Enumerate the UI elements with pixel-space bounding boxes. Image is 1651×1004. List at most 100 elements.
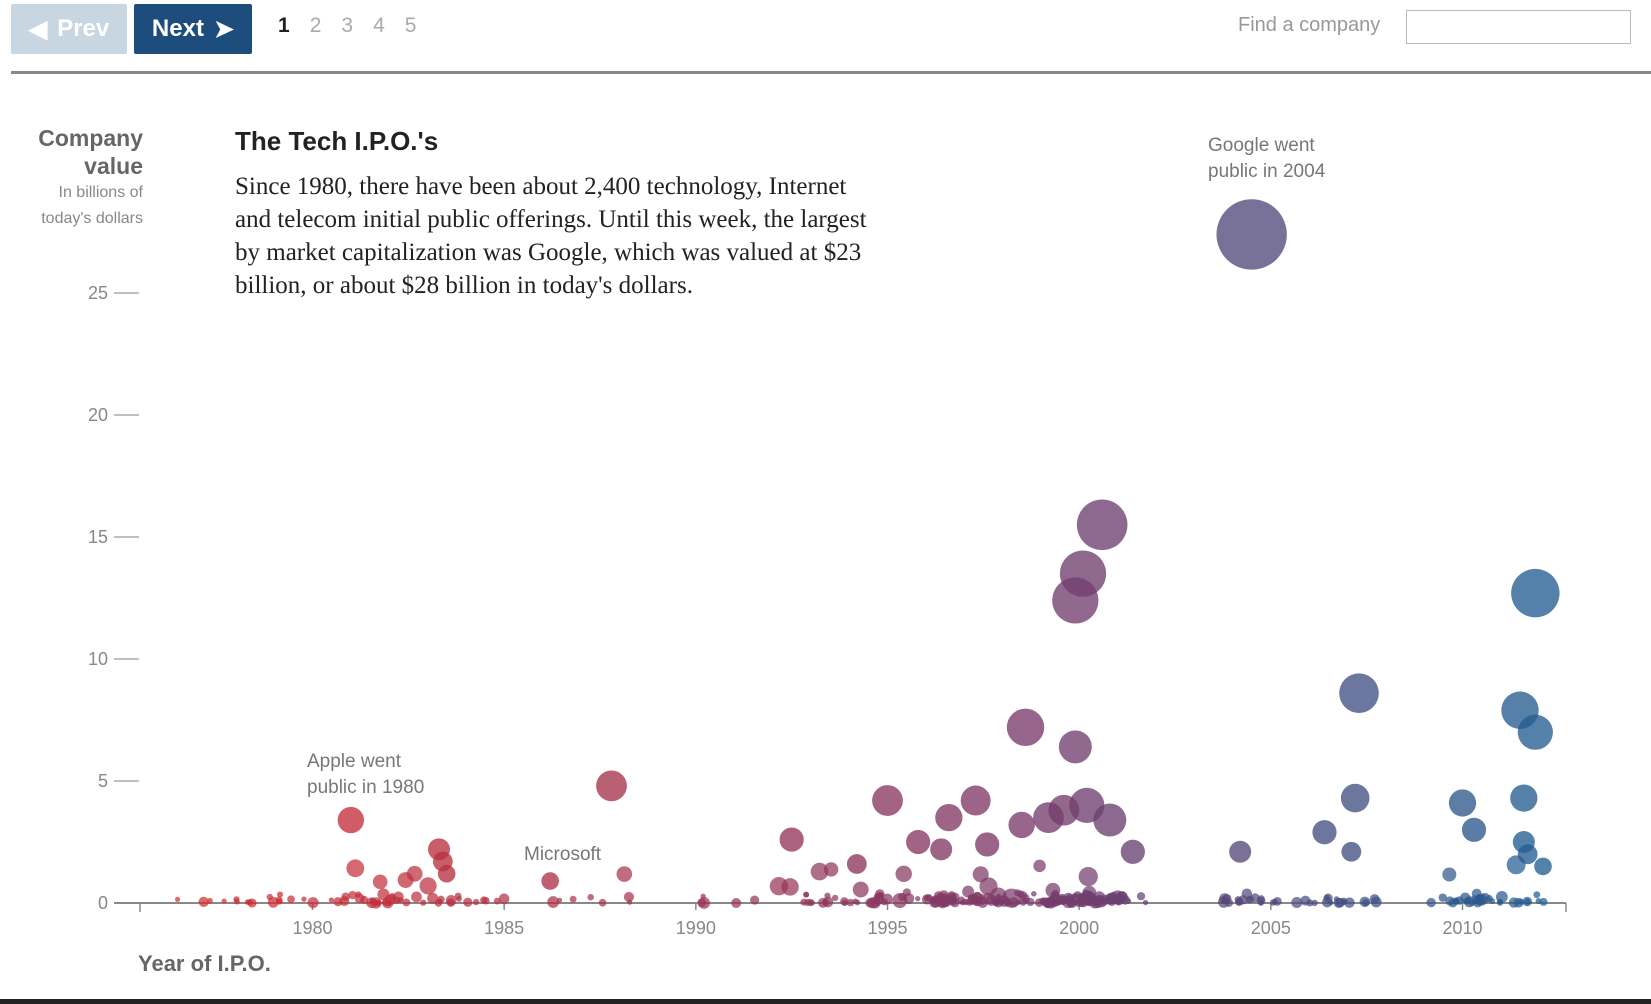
ipo-dot-small: [1016, 899, 1022, 905]
x-tick-label: 2005: [1251, 918, 1291, 938]
ipo-dot-small: [1321, 897, 1333, 908]
ipo-dot-small: [221, 898, 227, 904]
ipo-dot[interactable]: [1517, 714, 1553, 750]
ipo-dot-small: [1033, 859, 1046, 873]
ipo-dot-small: [301, 896, 307, 902]
ipo-dot[interactable]: [1340, 783, 1370, 813]
ipo-dot-small: [493, 897, 501, 905]
ipo-dot-small: [1039, 897, 1046, 905]
ipo-dot[interactable]: [1093, 803, 1127, 837]
y-axis-ticks: 0 5 10 15 20 25: [88, 283, 139, 913]
y-axis-subtitle-line2: today's dollars: [41, 210, 143, 227]
ipo-dot[interactable]: [541, 872, 559, 890]
ipo-dot-small: [967, 894, 974, 900]
find-company-input[interactable]: [1406, 10, 1631, 44]
ipo-dot-small: [852, 898, 859, 905]
x-axis: 1980 1985 1990 1995 2000 2005 2010: [114, 902, 1567, 938]
ipo-dot-small: [246, 899, 253, 906]
ipo-dot-small: [1136, 892, 1146, 901]
ipo-dot[interactable]: [1339, 673, 1379, 713]
ipo-dot-small: [198, 896, 209, 908]
ipo-dot-small: [1031, 891, 1037, 897]
ipo-dot-small: [1047, 896, 1056, 905]
ipo-dot[interactable]: [1048, 794, 1080, 826]
prev-button[interactable]: ◀ Prev: [11, 4, 127, 54]
ipo-dot[interactable]: [1058, 730, 1092, 764]
ipo-dot[interactable]: [935, 803, 963, 832]
top-toolbar: ◀ Prev Next ➤ 1 2 3 4 5 Find a company: [0, 0, 1651, 74]
ipo-dot-small: [1479, 892, 1491, 904]
ipo-dot[interactable]: [872, 785, 903, 816]
ipo-dot-small: [372, 874, 388, 890]
ipo-dot-small: [998, 895, 1010, 907]
ipo-dot-small: [1489, 898, 1496, 905]
ipo-dot[interactable]: [1052, 577, 1099, 624]
ipo-dot[interactable]: [906, 829, 931, 855]
ipo-dot[interactable]: [1216, 199, 1287, 270]
page-link-5[interactable]: 5: [404, 14, 417, 37]
page-link-3[interactable]: 3: [341, 14, 354, 37]
ipo-dot[interactable]: [1461, 817, 1487, 842]
ipo-dot-small: [1445, 896, 1455, 906]
ipo-dot-small: [700, 893, 706, 899]
ipo-dot-small: [831, 894, 839, 902]
ipo-dot[interactable]: [437, 864, 456, 883]
ipo-dot-small: [569, 895, 577, 903]
ipo-dot-small: [411, 891, 422, 903]
ipo-dot-small: [1078, 866, 1098, 887]
ipo-dot[interactable]: [596, 770, 627, 802]
ipo-dot[interactable]: [1511, 568, 1560, 618]
ipo-dot-small: [979, 898, 986, 905]
page-link-1[interactable]: 1: [278, 14, 290, 37]
ipo-dot-small: [1472, 897, 1483, 908]
ipo-dot-small: [1115, 900, 1122, 906]
next-button[interactable]: Next ➤: [134, 4, 252, 54]
page-link-4[interactable]: 4: [373, 14, 385, 37]
page-link-2[interactable]: 2: [309, 14, 322, 37]
ipo-dot[interactable]: [779, 827, 804, 852]
ipo-dot[interactable]: [1008, 811, 1035, 839]
ipo-dot-small: [1522, 896, 1533, 907]
ipo-dot[interactable]: [337, 806, 365, 834]
ipo-dot[interactable]: [846, 854, 867, 874]
ipo-dot-small: [307, 897, 319, 909]
ipo-dot[interactable]: [1448, 789, 1477, 817]
ipo-dot[interactable]: [975, 832, 1000, 857]
ipo-dot[interactable]: [1229, 840, 1252, 863]
ipo-dot[interactable]: [1312, 820, 1337, 845]
x-axis-title: Year of I.P.O.: [138, 951, 271, 976]
ipo-dot[interactable]: [1006, 708, 1045, 747]
ipo-dot-small: [402, 898, 411, 907]
ipo-dot-small: [616, 866, 633, 882]
ipo-dot[interactable]: [960, 785, 991, 816]
ipo-dot-small: [233, 896, 240, 903]
chart-title: The Tech I.P.O.'s: [235, 126, 439, 156]
ipo-dot-small: [277, 891, 284, 898]
x-tick-label: 1985: [484, 918, 524, 938]
ipo-dot-small: [877, 892, 885, 899]
ipo-dot[interactable]: [1517, 844, 1538, 865]
ipo-dot[interactable]: [930, 838, 953, 861]
ipo-dot-small: [547, 896, 560, 908]
ipo-dot-small: [623, 891, 635, 903]
ipo-dot-small: [1234, 896, 1242, 904]
ipo-dot[interactable]: [1510, 784, 1538, 812]
ipo-dot-small: [846, 898, 855, 907]
google-annotation-line1: Google went: [1208, 135, 1315, 156]
pagination: 1 2 3 4 5: [278, 14, 416, 38]
ipo-dot[interactable]: [1341, 841, 1362, 862]
x-tick-label: 2000: [1059, 918, 1099, 938]
x-tick-label: 1980: [292, 918, 332, 938]
ipo-dot[interactable]: [1120, 839, 1145, 864]
ipo-dot-small: [267, 896, 279, 908]
ipo-dot-small: [1241, 888, 1253, 899]
ipo-dot-small: [587, 893, 594, 901]
ipo-dot-small: [348, 890, 357, 900]
ipo-dot-small: [1518, 898, 1525, 905]
ipo-dot-small: [1110, 891, 1117, 898]
ipo-dot[interactable]: [1534, 857, 1552, 876]
ipo-dot[interactable]: [1076, 499, 1128, 551]
y-tick-label: 20: [88, 405, 108, 425]
ipo-dot-small: [972, 866, 989, 883]
